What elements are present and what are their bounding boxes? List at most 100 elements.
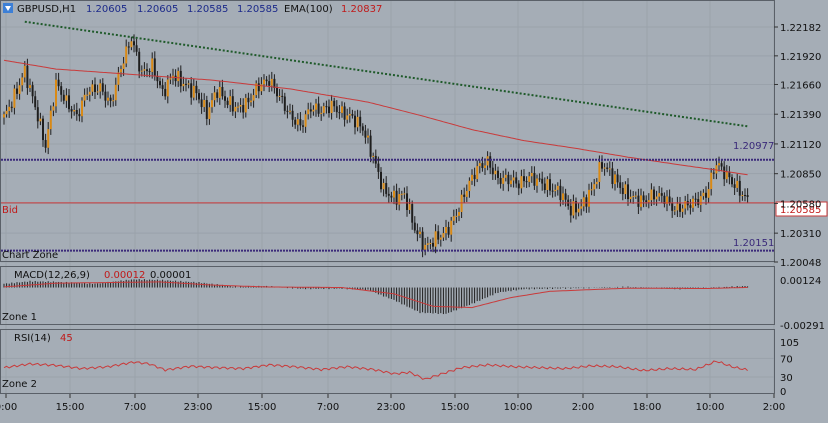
macd-value-signal: 0.00001 — [150, 270, 191, 281]
downtrend-line[interactable] — [24, 20, 748, 128]
resistance-label: 1.20977 — [733, 141, 774, 152]
candle-body — [450, 220, 453, 235]
candle-body — [429, 242, 432, 244]
rsi-grid — [1, 357, 774, 378]
candle-body — [138, 51, 141, 72]
price-axis-tick: 1.21920 — [780, 52, 821, 63]
candle-body — [169, 78, 172, 80]
candle-body — [663, 195, 666, 204]
candle-body — [577, 208, 580, 213]
price-axis-tick: 1.21660 — [780, 80, 821, 91]
candle-body — [660, 193, 663, 196]
candle-body — [70, 109, 73, 112]
candle-body — [364, 130, 367, 138]
candle-body — [645, 200, 648, 202]
candle-body — [533, 172, 536, 186]
candle-body — [263, 79, 265, 85]
candle-body — [190, 83, 193, 98]
candle-body — [705, 192, 707, 198]
candle-body — [744, 195, 746, 197]
candle-body — [658, 193, 661, 197]
candle-body — [109, 97, 112, 101]
candle-body — [673, 210, 676, 212]
candle-body — [666, 196, 668, 204]
candle-body — [247, 97, 250, 103]
time-axis-tick: 7:00 — [124, 402, 146, 413]
candle-body — [528, 176, 531, 182]
candle-body — [270, 78, 273, 86]
candle-body — [291, 110, 294, 120]
candle-body — [715, 165, 718, 174]
candle-body — [608, 168, 611, 170]
candle-body — [569, 205, 572, 216]
candle-body — [307, 109, 310, 115]
candle-body — [520, 176, 523, 189]
time-axis-tick: 23:00 — [184, 402, 213, 413]
rsi-axis: 105 70 30 0 — [780, 338, 799, 398]
candle-body — [218, 86, 221, 98]
candle-body — [29, 85, 31, 89]
candle-body — [681, 208, 684, 212]
candle-body — [611, 168, 614, 184]
macd-value-main: 0.00012 — [104, 270, 145, 281]
candle-body — [333, 100, 336, 107]
candle-body — [614, 174, 616, 184]
candle-body — [104, 91, 107, 101]
candle-body — [653, 189, 655, 200]
macd-axis: 0.00124 -0.00291 — [780, 276, 825, 332]
candle-body — [736, 180, 739, 188]
price-axis: 1.22182 1.21920 1.21660 1.21390 1.21120 1.208… — [774, 23, 821, 269]
candle-body — [580, 206, 583, 209]
candle-body — [637, 195, 640, 207]
candle-body — [494, 170, 497, 175]
candle-body — [13, 88, 16, 108]
candle-body — [78, 114, 81, 117]
candle-body — [42, 118, 44, 141]
candle-body — [718, 163, 720, 166]
candle-body — [543, 183, 546, 191]
candle-body — [515, 177, 518, 184]
rsi-line[interactable] — [3, 360, 748, 380]
price-axis-tick: 1.20310 — [780, 229, 821, 240]
candle-body — [237, 106, 239, 108]
price-candles[interactable] — [1, 20, 774, 258]
candle-body — [31, 85, 34, 97]
candle-body — [18, 85, 21, 94]
price-axis-tick: 1.21120 — [780, 140, 821, 151]
candle-body — [694, 198, 697, 200]
candle-body — [192, 85, 195, 98]
candle-body — [229, 96, 232, 105]
candle-body — [164, 88, 167, 97]
ema-100-line — [3, 59, 748, 176]
candle-body — [302, 125, 304, 127]
candle-body — [421, 231, 424, 251]
ema-value: 1.20837 — [341, 4, 382, 15]
candle-body — [598, 162, 601, 182]
candle-body — [234, 106, 237, 112]
candle-body — [525, 181, 528, 183]
candle-body — [413, 222, 416, 231]
candle-body — [606, 167, 609, 169]
candle-body — [114, 84, 117, 101]
candle-body — [140, 70, 143, 72]
candle-body — [112, 100, 115, 102]
candle-body — [367, 135, 369, 138]
candle-body — [549, 179, 551, 191]
macd-histogram[interactable] — [3, 279, 749, 315]
candle-body — [286, 110, 289, 112]
zone-1-label: Zone 1 — [2, 312, 37, 323]
candle-body — [728, 172, 731, 178]
candle-body — [523, 176, 525, 182]
main-pane-border — [0, 0, 775, 262]
price-axis-tick: 1.20850 — [780, 170, 821, 181]
candle-body — [632, 196, 635, 198]
candle-body — [195, 85, 198, 94]
candle-body — [52, 106, 55, 111]
candle-body — [146, 69, 148, 72]
candle-body — [507, 174, 510, 185]
candle-body — [8, 106, 11, 111]
candle-body — [335, 106, 338, 113]
candle-body — [707, 189, 710, 198]
candle-body — [437, 231, 440, 240]
chart-zone-label: Chart Zone — [2, 250, 58, 261]
